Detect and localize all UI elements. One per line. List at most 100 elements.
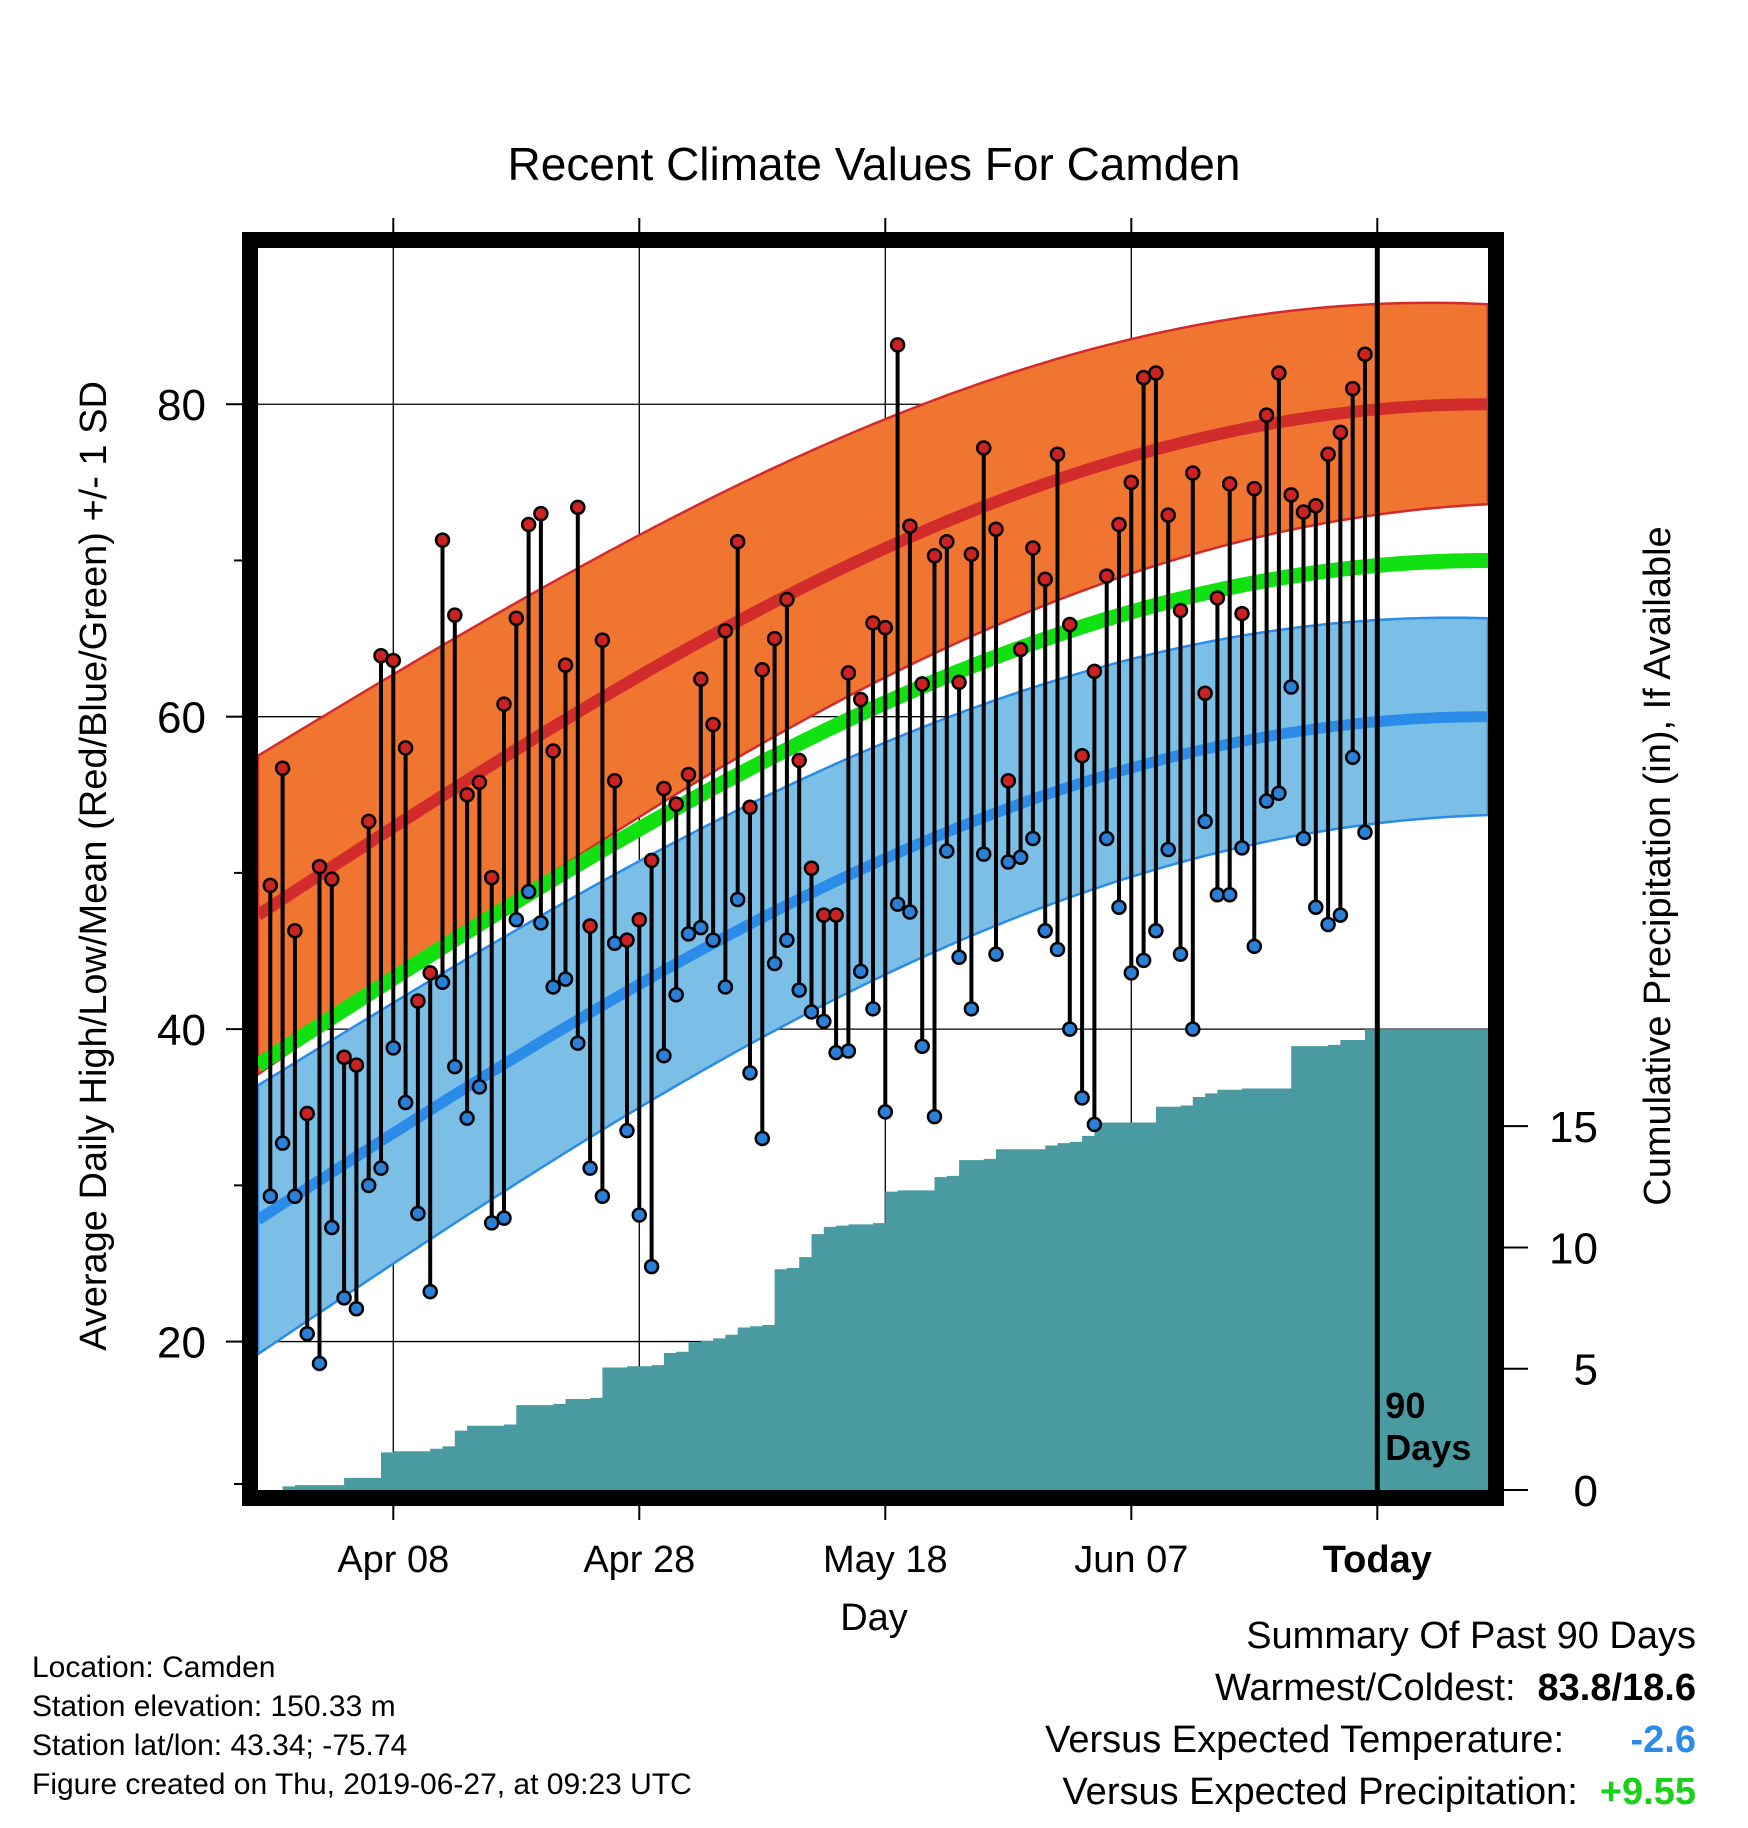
- daily-high-point: [1123, 474, 1140, 491]
- daily-low-point: [1271, 785, 1287, 801]
- y2-axis-label: Cumulative Precipitation (in), If Availa…: [1637, 526, 1679, 1205]
- daily-high-point: [545, 743, 561, 759]
- daily-high-point: [1037, 571, 1053, 587]
- daily-high-point: [287, 922, 303, 939]
- daily-high-point: [693, 671, 709, 687]
- daily-high-point: [680, 766, 697, 783]
- daily-low-point: [803, 1004, 820, 1020]
- daily-low-point: [889, 896, 906, 912]
- daily-low-point: [828, 1044, 844, 1061]
- daily-low-point: [791, 982, 807, 998]
- daily-high-point: [828, 907, 844, 923]
- daily-low-point: [1037, 922, 1053, 939]
- daily-high-point: [373, 648, 389, 664]
- daily-high-point: [988, 521, 1004, 537]
- today-days-number: 90: [1385, 1385, 1425, 1426]
- chart-title: Recent Climate Values For Camden: [508, 138, 1241, 190]
- warmest-coldest-value: 83.8/18.6: [1537, 1667, 1696, 1709]
- daily-low-point: [705, 932, 721, 948]
- daily-high-point: [951, 674, 967, 691]
- daily-low-point: [274, 1135, 291, 1151]
- daily-low-point: [385, 1040, 402, 1056]
- daily-low-point: [459, 1110, 475, 1126]
- daily-high-point: [274, 760, 291, 776]
- daily-low-point: [1111, 899, 1127, 916]
- daily-high-point: [877, 619, 894, 636]
- y-tick-label: 20: [157, 1319, 206, 1368]
- daily-high-point: [483, 869, 500, 886]
- daily-high-point: [840, 665, 857, 681]
- daily-high-point: [803, 860, 820, 876]
- daily-low-point: [287, 1188, 303, 1205]
- daily-high-point: [1258, 407, 1275, 423]
- x-tick-label: Today: [1323, 1539, 1432, 1581]
- daily-high-point: [902, 518, 918, 534]
- daily-low-point: [988, 946, 1004, 962]
- daily-low-point: [643, 1258, 660, 1275]
- y2-tick-label: 5: [1574, 1346, 1598, 1395]
- summary-temp-anomaly: Versus Expected Temperature: -2.6: [1045, 1714, 1696, 1766]
- daily-low-point: [877, 1104, 894, 1120]
- daily-high-point: [471, 774, 488, 791]
- daily-low-point: [1332, 907, 1349, 923]
- daily-high-point: [1320, 446, 1336, 462]
- y2-tick-label: 0: [1574, 1467, 1598, 1516]
- daily-high-point: [1246, 480, 1263, 497]
- daily-low-point: [1000, 854, 1017, 870]
- y2-tick-label: 10: [1549, 1224, 1598, 1273]
- summary-panel: Summary Of Past 90 Days Warmest/Coldest:…: [1045, 1610, 1696, 1818]
- daily-high-point: [939, 533, 955, 550]
- daily-high-point: [582, 918, 598, 934]
- daily-low-point: [914, 1038, 930, 1055]
- daily-low-point: [1344, 749, 1361, 766]
- daily-high-point: [336, 1049, 352, 1066]
- daily-low-point: [975, 846, 992, 862]
- daily-low-point: [545, 979, 561, 995]
- x-axis-label: Day: [840, 1597, 908, 1639]
- daily-low-point: [336, 1290, 352, 1306]
- x-tick-label: Apr 08: [337, 1539, 449, 1581]
- daily-high-point: [1271, 365, 1287, 381]
- daily-high-point: [742, 799, 758, 816]
- daily-low-point: [397, 1094, 414, 1111]
- daily-high-point: [1049, 446, 1066, 462]
- daily-high-point: [975, 440, 992, 456]
- daily-high-point: [754, 662, 771, 678]
- daily-low-point: [496, 1210, 512, 1226]
- daily-low-point: [1172, 946, 1189, 962]
- daily-high-point: [1012, 641, 1029, 658]
- y-tick-label: 60: [157, 694, 206, 743]
- daily-low-point: [1160, 841, 1176, 858]
- daily-low-point: [483, 1215, 500, 1231]
- daily-high-point: [520, 516, 537, 533]
- daily-high-point: [262, 877, 279, 894]
- daily-low-point: [631, 1207, 648, 1223]
- daily-low-point: [939, 843, 955, 859]
- daily-low-point: [447, 1058, 463, 1075]
- daily-low-point: [594, 1188, 611, 1205]
- daily-high-point: [1209, 590, 1226, 606]
- daily-low-point: [1062, 1021, 1078, 1037]
- summary-warmest-coldest: Warmest/Coldest: 83.8/18.6: [1045, 1662, 1696, 1714]
- daily-high-point: [631, 912, 648, 928]
- created-text: Figure created on Thu, 2019-06-27, at 09…: [32, 1768, 692, 1801]
- x-tick-label: Jun 07: [1074, 1539, 1188, 1581]
- temp-anomaly-label: Versus Expected Temperature:: [1045, 1719, 1564, 1761]
- daily-high-point: [619, 932, 635, 948]
- y-tick-label: 80: [157, 381, 206, 430]
- today-days-word: Days: [1385, 1427, 1471, 1468]
- daily-high-point: [656, 780, 672, 797]
- x-tick-label: Apr 28: [583, 1539, 695, 1581]
- precip-anomaly-value: +9.55: [1599, 1771, 1696, 1813]
- daily-low-point: [1098, 830, 1115, 847]
- daily-low-point: [360, 1177, 377, 1194]
- daily-high-point: [791, 752, 807, 769]
- daily-high-point: [1025, 540, 1041, 556]
- daily-low-point: [656, 1047, 672, 1064]
- daily-low-point: [693, 919, 709, 936]
- daily-low-point: [766, 955, 783, 972]
- precip-anomaly-label: Versus Expected Precipitation:: [1062, 1771, 1578, 1813]
- daily-low-point: [779, 932, 795, 948]
- daily-low-point: [410, 1205, 426, 1222]
